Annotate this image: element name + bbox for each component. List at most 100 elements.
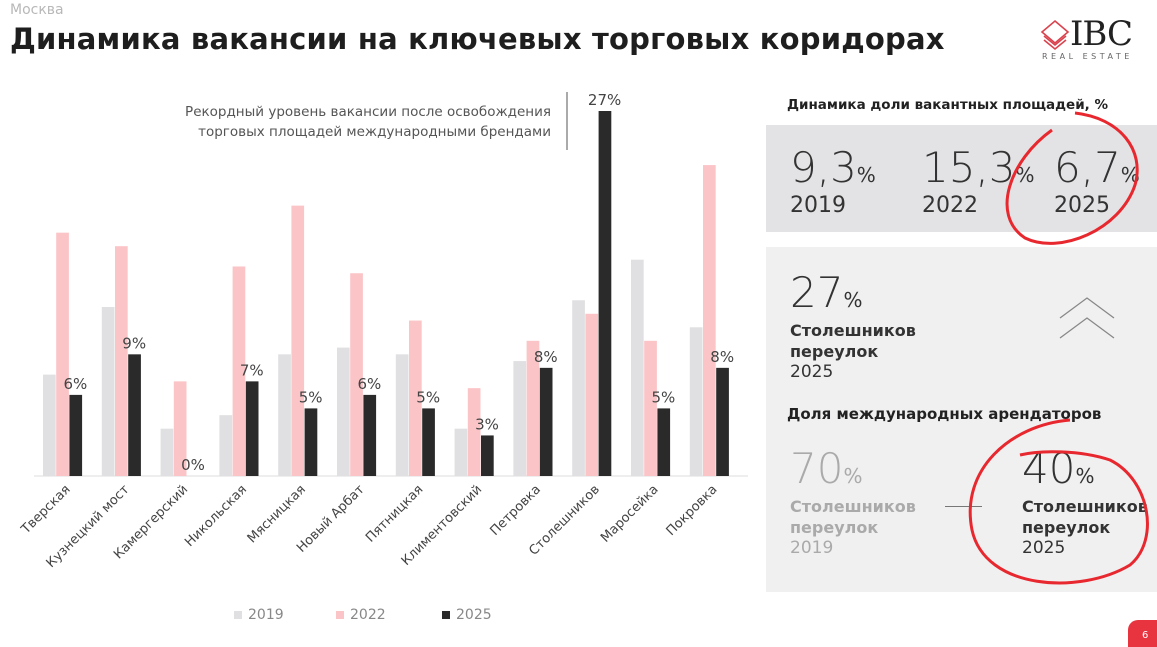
unit: % [1120, 163, 1140, 187]
bar-2022 [173, 381, 187, 476]
intl-tenants-title: Доля международных арендаторов [787, 405, 1102, 423]
unit: % [1075, 464, 1095, 488]
bar-2019 [219, 415, 233, 476]
category-label: Мясницкая [245, 482, 309, 546]
category-label: Пятницкая [363, 482, 426, 545]
bar-2022 [291, 205, 305, 476]
vacancy-2025: 6,7% 2025 [1054, 147, 1140, 219]
annotation-text: Рекордный уровень вакансии после освобож… [185, 104, 551, 120]
vacancy-dynamics-title: Динамика доли вакантных площадей, % [787, 97, 1109, 113]
bar-2025 [598, 111, 612, 476]
data-label: 27% [588, 91, 621, 109]
year: 2019 [790, 193, 846, 218]
data-label: 6% [64, 375, 88, 393]
bar-2025 [245, 381, 259, 476]
bar-2019 [689, 327, 703, 476]
bar-2025 [539, 367, 553, 476]
bar-2022 [56, 232, 69, 476]
bar-2022 [644, 340, 657, 476]
page-number: 6 [1128, 620, 1157, 647]
legend-2022: 2022 [336, 607, 386, 623]
bar-2025 [128, 354, 141, 476]
record-stat: 27% Столешников переулок 2025 [790, 272, 916, 383]
value: 70 [790, 444, 844, 493]
bar-2022 [467, 388, 481, 476]
legend-label: 2022 [350, 607, 386, 623]
bar-2025 [363, 394, 377, 476]
label: Столешников [1022, 497, 1148, 516]
value: 9,3 [790, 143, 857, 192]
label: Столешников [790, 497, 916, 516]
label: переулок [790, 518, 879, 537]
bar-2019 [278, 354, 291, 476]
bar-2022 [115, 246, 128, 476]
city-label: Москва [10, 2, 64, 18]
bar-2025 [716, 367, 729, 476]
logo-icon [1040, 19, 1070, 51]
annotation-text: торговых площадей международными брендам… [198, 124, 551, 140]
bar-2022 [526, 340, 540, 476]
category-label: Покровка [664, 482, 721, 539]
bar-2019 [337, 347, 350, 476]
legend-swatch [234, 611, 242, 619]
bar-2022 [350, 273, 363, 476]
data-label: 8% [710, 348, 734, 366]
legend-label: 2019 [248, 607, 284, 623]
bar-2025 [69, 394, 83, 476]
data-label: 5% [652, 388, 676, 406]
data-label: 0% [181, 456, 205, 474]
bar-2019 [101, 307, 115, 476]
bar-2025 [422, 408, 435, 476]
category-label: Маросейка [598, 482, 662, 546]
year: 2025 [1022, 538, 1066, 558]
logo: IBC REAL ESTATE [1040, 14, 1150, 64]
bar-2022 [703, 165, 716, 476]
vacancy-2022: 15,3% 2022 [922, 147, 1035, 219]
value: 6,7 [1054, 143, 1121, 192]
data-label: 3% [475, 415, 499, 433]
bar-2025 [304, 408, 318, 476]
bar-2025 [657, 408, 671, 476]
bar-2019 [631, 259, 644, 476]
logo-text: IBC [1070, 14, 1133, 54]
value: 27 [790, 268, 844, 317]
unit: % [843, 464, 863, 488]
bar-2022 [232, 266, 246, 476]
category-label: Тверская [18, 482, 74, 538]
data-label: 8% [534, 348, 558, 366]
label: переулок [790, 342, 879, 361]
label: Столешников [790, 321, 916, 340]
unit: % [856, 163, 876, 187]
intl-2025: 40% Столешников переулок 2025 [1022, 448, 1148, 559]
bar-2019 [160, 428, 174, 476]
page-title: Динамика вакансии на ключевых торговых к… [10, 22, 945, 56]
year: 2025 [790, 362, 834, 382]
legend-2025: 2025 [442, 607, 492, 623]
category-label: Никольская [182, 482, 250, 550]
bar-2022 [409, 320, 422, 476]
double-chevron-up-icon [1059, 297, 1115, 339]
year: 2025 [1054, 193, 1110, 218]
bar-2019 [395, 354, 409, 476]
legend-swatch [336, 611, 344, 619]
label: переулок [1022, 518, 1111, 537]
legend-2019: 2019 [234, 607, 284, 623]
bar-2022 [585, 313, 599, 476]
data-label: 6% [358, 375, 382, 393]
unit: % [843, 288, 863, 312]
data-label: 5% [299, 388, 323, 406]
value: 40 [1022, 444, 1076, 493]
legend-swatch [442, 611, 450, 619]
bar-2019 [572, 300, 585, 476]
data-label: 5% [416, 388, 440, 406]
bar-2019 [454, 428, 468, 476]
logo-tagline: REAL ESTATE [1042, 52, 1133, 61]
data-label: 9% [122, 334, 146, 352]
bar-2019 [43, 374, 56, 476]
data-label: 7% [240, 361, 264, 379]
year: 2019 [790, 538, 834, 558]
divider [945, 506, 982, 507]
intl-2019: 70% Столешников переулок 2019 [790, 448, 916, 559]
year: 2022 [922, 193, 978, 218]
